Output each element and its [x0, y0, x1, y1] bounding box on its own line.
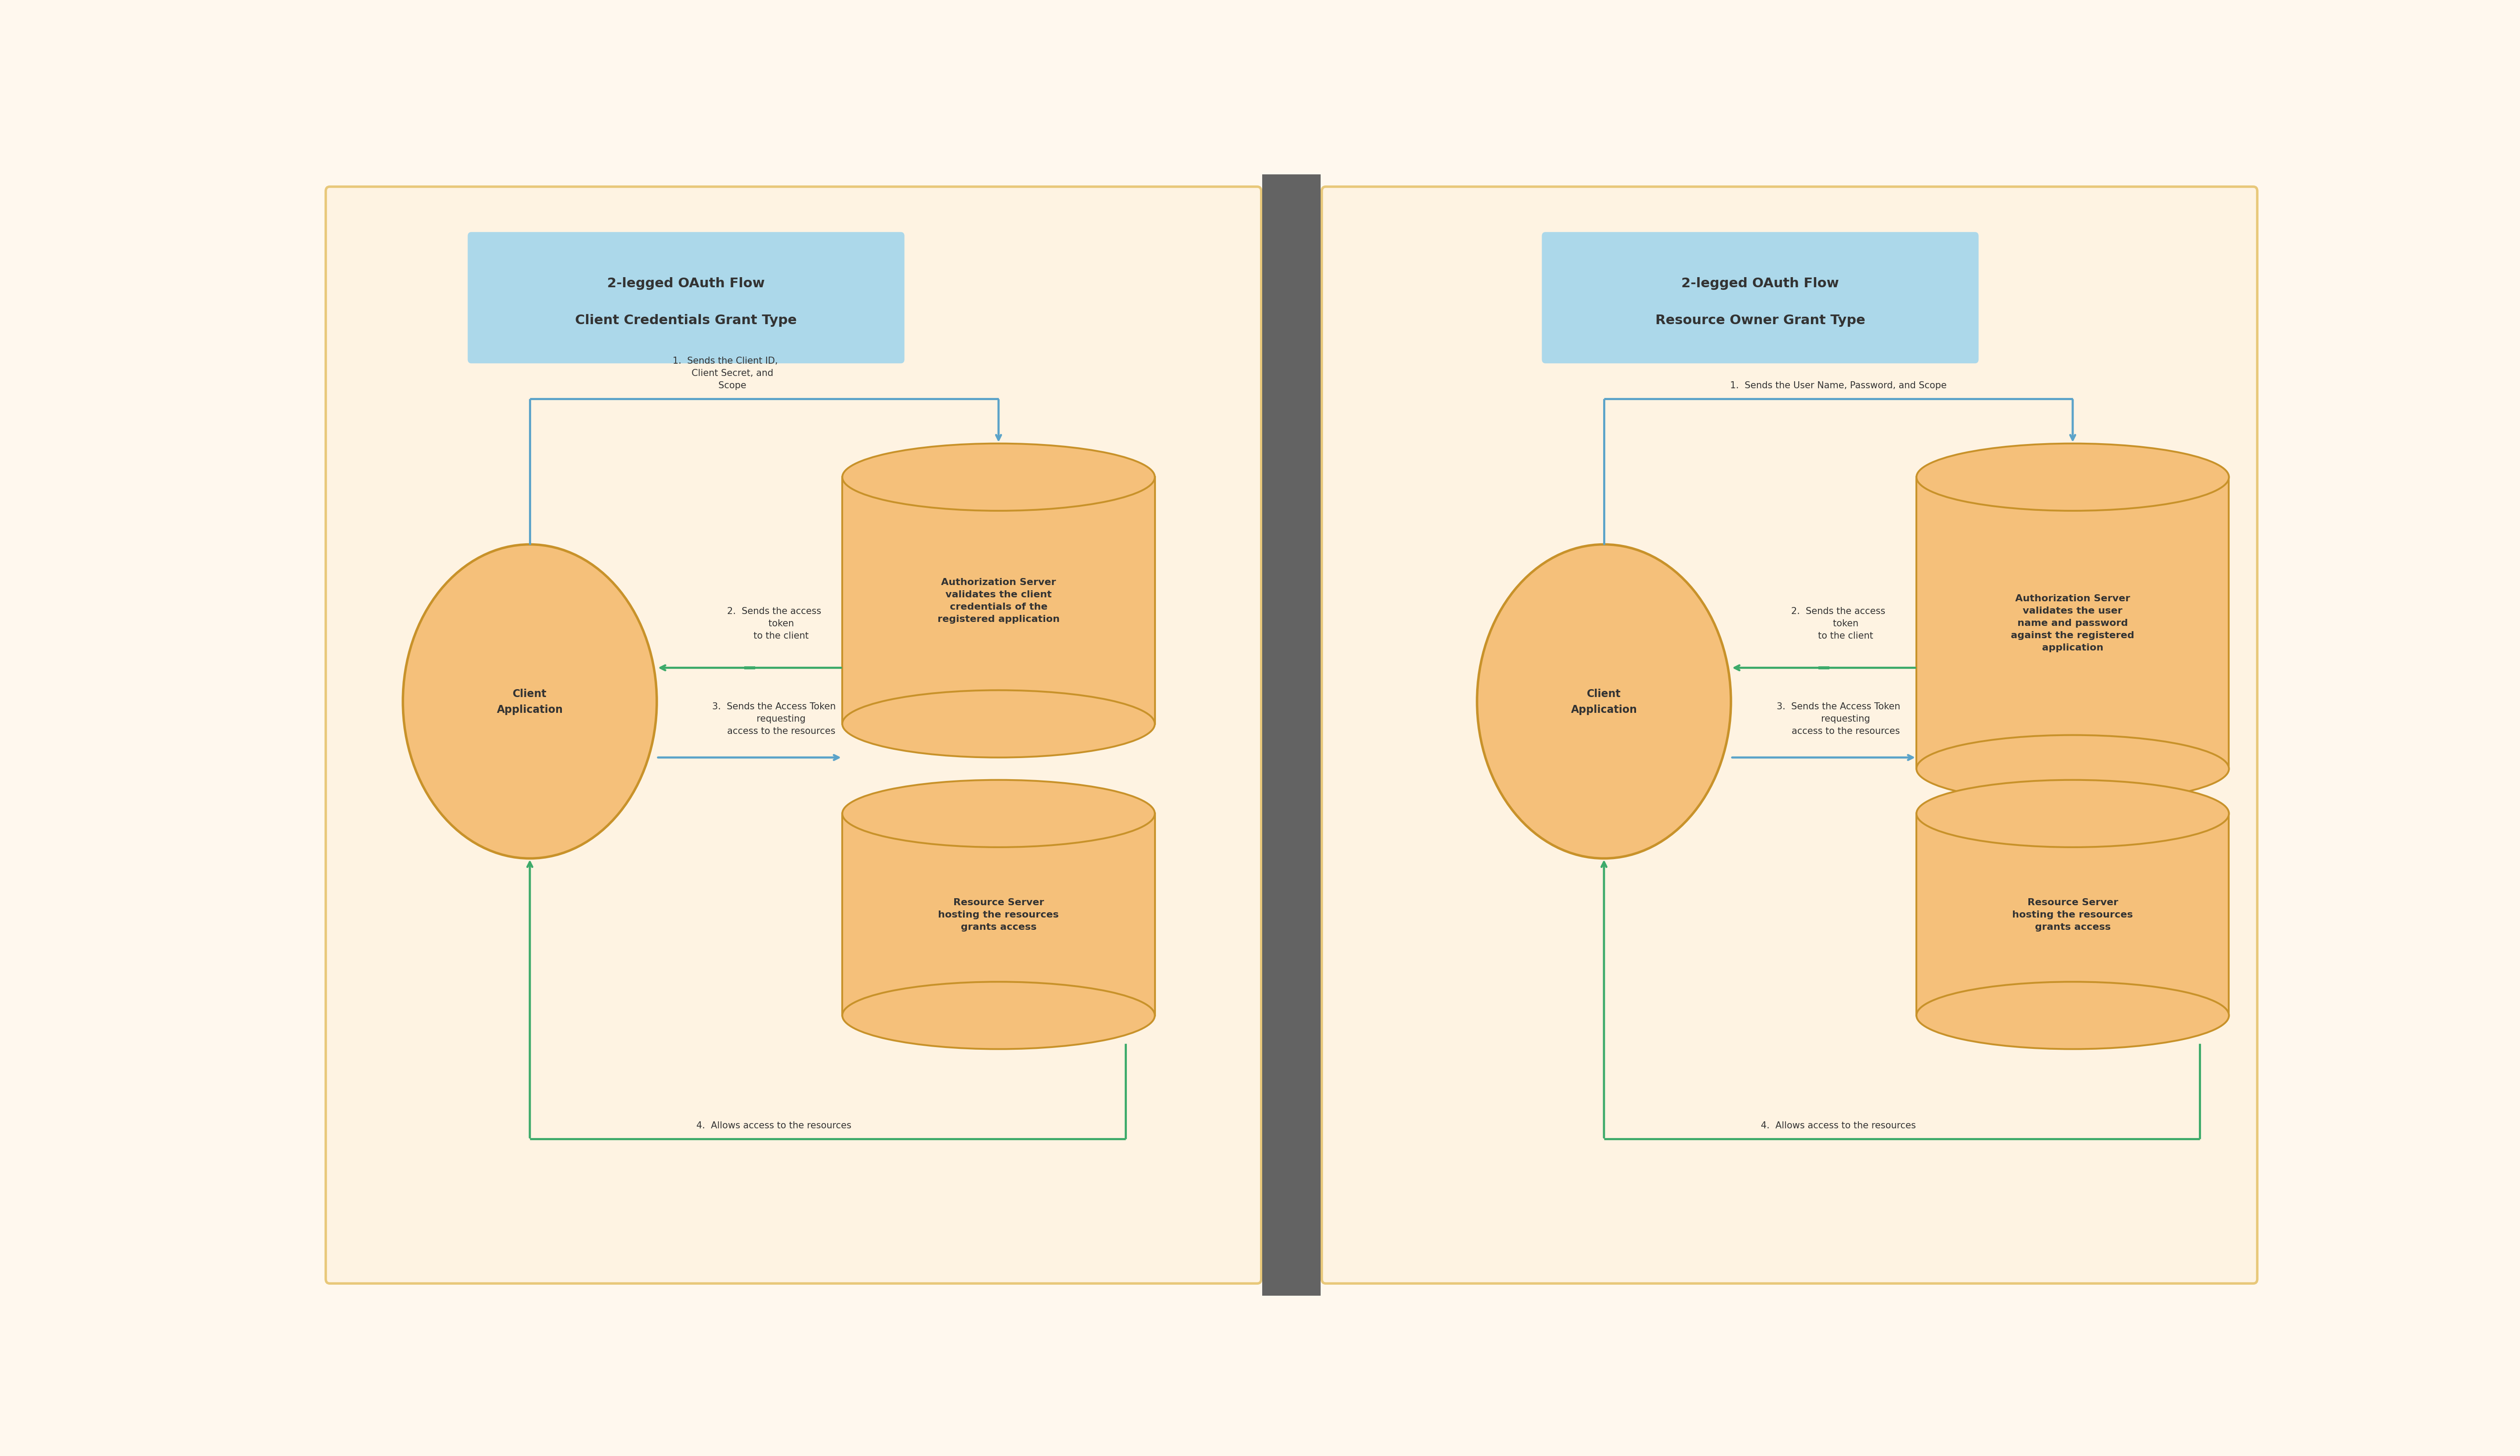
Bar: [1918, 478, 2230, 769]
Ellipse shape: [1918, 981, 2228, 1050]
Text: Resource Server
hosting the resources
grants access: Resource Server hosting the resources gr…: [2013, 898, 2132, 932]
Bar: [1918, 814, 2230, 1016]
Ellipse shape: [1918, 735, 2228, 802]
Text: Client Credentials Grant Type: Client Credentials Grant Type: [575, 314, 796, 326]
Ellipse shape: [842, 444, 1154, 511]
Ellipse shape: [842, 690, 1154, 757]
Text: Resource Owner Grant Type: Resource Owner Grant Type: [1656, 314, 1865, 326]
Text: 2.  Sends the access
     token
     to the client: 2. Sends the access token to the client: [726, 607, 822, 641]
Text: 3.  Sends the Access Token
     requesting
     access to the resources: 3. Sends the Access Token requesting acc…: [1777, 702, 1900, 735]
FancyBboxPatch shape: [469, 233, 905, 363]
Ellipse shape: [1918, 444, 2228, 511]
Text: 2-legged OAuth Flow: 2-legged OAuth Flow: [1681, 277, 1840, 290]
Bar: [1263, 175, 1320, 1296]
FancyBboxPatch shape: [1323, 186, 2258, 1284]
Text: 4.  Allows access to the resources: 4. Allows access to the resources: [696, 1121, 852, 1130]
Bar: [842, 478, 1154, 724]
Bar: [842, 814, 1154, 1016]
Text: Authorization Server
validates the user
name and password
against the registered: Authorization Server validates the user …: [2011, 594, 2134, 652]
Ellipse shape: [1477, 545, 1731, 859]
Ellipse shape: [1918, 780, 2228, 847]
Text: 1.  Sends the Client ID,
     Client Secret, and
     Scope: 1. Sends the Client ID, Client Secret, a…: [673, 357, 779, 390]
Ellipse shape: [842, 780, 1154, 847]
Ellipse shape: [403, 545, 658, 859]
FancyBboxPatch shape: [1542, 233, 1978, 363]
Text: 3.  Sends the Access Token
     requesting
     access to the resources: 3. Sends the Access Token requesting acc…: [713, 702, 837, 735]
Text: Authorization Server
validates the client
credentials of the
registered applicat: Authorization Server validates the clien…: [937, 578, 1058, 623]
Text: Resource Server
hosting the resources
grants access: Resource Server hosting the resources gr…: [937, 898, 1058, 932]
Text: Client
Application: Client Application: [1570, 689, 1638, 715]
FancyBboxPatch shape: [325, 186, 1260, 1284]
Ellipse shape: [842, 981, 1154, 1050]
Text: 1.  Sends the User Name, Password, and Scope: 1. Sends the User Name, Password, and Sc…: [1731, 381, 1945, 390]
Text: 2.  Sends the access
     token
     to the client: 2. Sends the access token to the client: [1792, 607, 1885, 641]
Text: Client
Application: Client Application: [496, 689, 562, 715]
Text: 4.  Allows access to the resources: 4. Allows access to the resources: [1761, 1121, 1915, 1130]
Text: 2-legged OAuth Flow: 2-legged OAuth Flow: [607, 277, 766, 290]
